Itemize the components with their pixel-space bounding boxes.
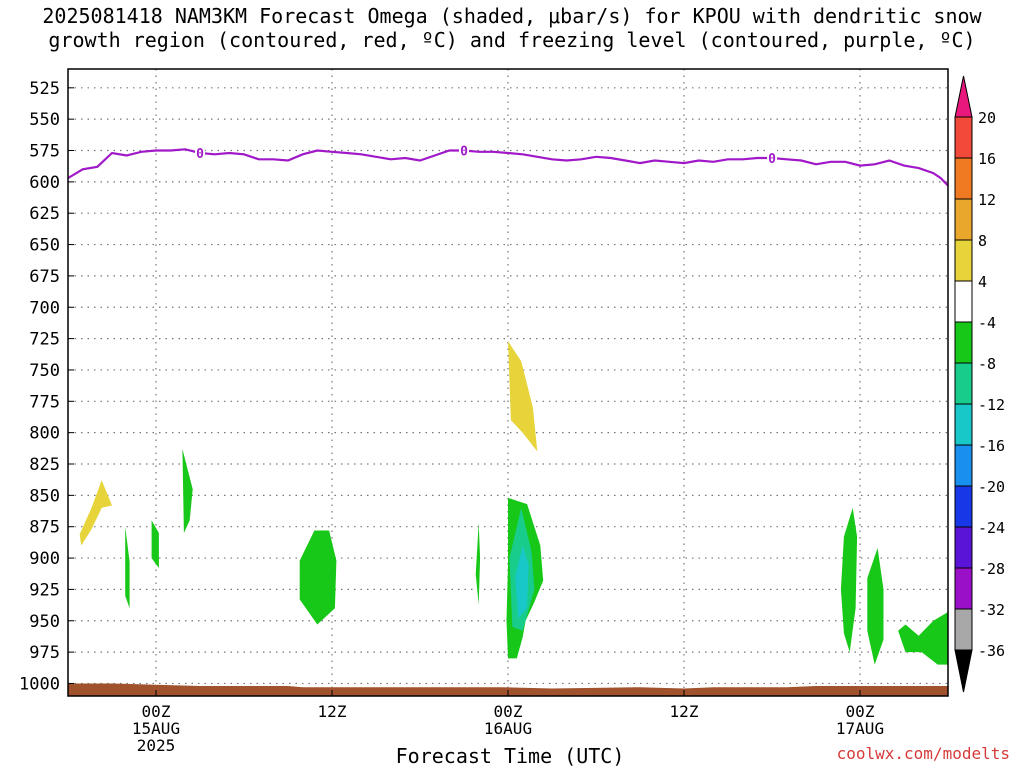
omega-region: [515, 545, 529, 619]
x-axis-label: Forecast Time (UTC): [395, 744, 625, 768]
x-tick-label: 15AUG: [132, 719, 180, 738]
terrain: [68, 683, 948, 696]
omega-region: [79, 480, 112, 546]
x-tick-label: 2025: [137, 736, 176, 755]
y-tick-label: 775: [29, 392, 60, 412]
y-tick-label: 725: [29, 330, 60, 350]
colorbar-segment: [954, 198, 973, 241]
colorbar-segment: [954, 321, 973, 364]
contour-label-bg: [195, 145, 205, 160]
colorbar-segment: [954, 280, 973, 323]
y-tick-label: 925: [29, 580, 60, 600]
y-tick-label: 675: [29, 267, 60, 287]
colorbar-bottom-arrow: [954, 649, 973, 693]
y-tick-label: 600: [29, 173, 60, 193]
colorbar-segment: [954, 444, 973, 487]
omega-region: [151, 520, 159, 569]
y-tick-label: 650: [29, 236, 60, 256]
colorbar-tick-label: -32: [978, 601, 1005, 619]
colorbar-tick-label: -12: [978, 396, 1005, 414]
credit-link[interactable]: coolwx.com/modelts: [836, 744, 1010, 763]
y-tick-label: 975: [29, 643, 60, 663]
freezing-level-line: [68, 148, 948, 187]
colorbar-tick-label: -36: [978, 642, 1005, 660]
chart-title-line2: growth region (contoured, red, ºC) and f…: [48, 28, 976, 52]
omega-region: [475, 522, 481, 605]
colorbar-tick-label: 4: [978, 273, 987, 291]
colorbar-tick-label: -28: [978, 560, 1005, 578]
colorbar-segment: [954, 608, 973, 651]
omega-region: [299, 530, 337, 625]
colorbar-tick-label: 20: [978, 109, 996, 127]
terrain-fill: [68, 683, 948, 696]
y-tick-label: 750: [29, 361, 60, 381]
y-tick-label: 1000: [19, 674, 60, 694]
y-tick-label: 850: [29, 486, 60, 506]
freezing-level-contour: 0 0 0: [68, 142, 948, 187]
y-tick-label: 575: [29, 142, 60, 162]
colorbar-tick-label: 16: [978, 150, 996, 168]
colorbar-segment: [954, 403, 973, 446]
omega-region: [182, 449, 193, 533]
colorbar-segment: [954, 567, 973, 610]
colorbar-tick-label: -20: [978, 478, 1005, 496]
y-tick-label: 550: [29, 110, 60, 130]
x-tick-label: 17AUG: [836, 719, 884, 738]
omega-region: [125, 526, 130, 609]
colorbar-segment: [954, 526, 973, 569]
colorbar-tick-label: -8: [978, 355, 996, 373]
x-tick-label: 00Z: [494, 702, 523, 721]
y-tick-label: 800: [29, 424, 60, 444]
x-tick-label: 00Z: [142, 702, 171, 721]
contour-label: 0: [196, 147, 204, 162]
colorbar-top-arrow: [954, 75, 973, 118]
grid: [68, 69, 948, 696]
x-tick-label: 16AUG: [484, 719, 532, 738]
x-tick-label: 12Z: [318, 702, 347, 721]
y-tick-label: 875: [29, 518, 60, 538]
y-tick-label: 700: [29, 298, 60, 318]
y-tick-label: 825: [29, 455, 60, 475]
chart-title: 2025081418 NAM3KM Forecast Omega (shaded…: [0, 4, 1024, 52]
colorbar-segment: [954, 157, 973, 200]
colorbar-tick-label: 12: [978, 191, 996, 209]
contour-label-bg: [767, 150, 777, 165]
omega-region: [898, 612, 948, 665]
contour-label-bg: [459, 142, 469, 157]
y-tick-label: 900: [29, 549, 60, 569]
colorbar-segment: [954, 116, 973, 159]
colorbar-segment: [954, 485, 973, 528]
colorbar-tick-label: -16: [978, 437, 1005, 455]
omega-region: [840, 507, 858, 653]
colorbar: 20 16 12 8 4 -4 -8 -12 -16 -20 -24 -28 -32 -36: [954, 75, 1005, 693]
colorbar-segment: [954, 362, 973, 405]
colorbar-tick-label: 8: [978, 232, 987, 250]
colorbar-tick-label: -4: [978, 314, 996, 332]
contour-label: 0: [460, 145, 468, 160]
omega-region: [508, 341, 538, 452]
colorbar-segment: [954, 239, 973, 282]
y-tick-label: 625: [29, 204, 60, 224]
contour-label: 0: [768, 152, 776, 167]
colorbar-tick-label: -24: [978, 519, 1005, 537]
y-axis: 525 550 575 600 625 650 675 700 725 750 775 800 825 8…: [19, 79, 74, 694]
x-tick-label: 00Z: [846, 702, 875, 721]
y-tick-label: 950: [29, 612, 60, 632]
omega-shading: [79, 341, 948, 665]
omega-region: [867, 548, 884, 665]
x-tick-label: 12Z: [670, 702, 699, 721]
y-tick-label: 525: [29, 79, 60, 99]
chart-title-line1: 2025081418 NAM3KM Forecast Omega (shaded…: [42, 4, 982, 28]
